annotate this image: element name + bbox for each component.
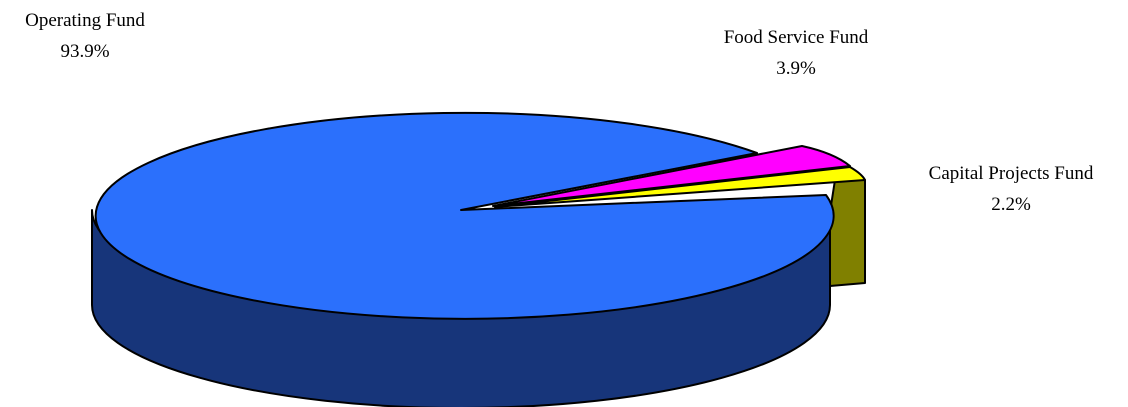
label-food-service-fund: Food Service Fund 3.9% xyxy=(686,22,906,84)
pie-slice-food-service-fund xyxy=(492,145,851,207)
label-capital-projects-fund-value: 2.2% xyxy=(991,194,1031,215)
pie-side-capital-projects-fund xyxy=(829,179,866,287)
label-operating-fund: Operating Fund 93.9% xyxy=(10,5,160,67)
label-operating-fund-name: Operating Fund xyxy=(25,10,145,31)
label-capital-projects-fund-name: Capital Projects Fund xyxy=(928,163,1094,184)
pie-slice-operating-fund xyxy=(94,111,835,320)
label-capital-projects-fund: Capital Projects Fund 2.2% xyxy=(896,158,1126,220)
label-operating-fund-value: 93.9% xyxy=(60,41,110,62)
label-food-service-fund-name: Food Service Fund xyxy=(723,27,869,48)
label-food-service-fund-value: 3.9% xyxy=(776,58,816,79)
pie-slice-capital-projects-fund xyxy=(494,166,866,208)
